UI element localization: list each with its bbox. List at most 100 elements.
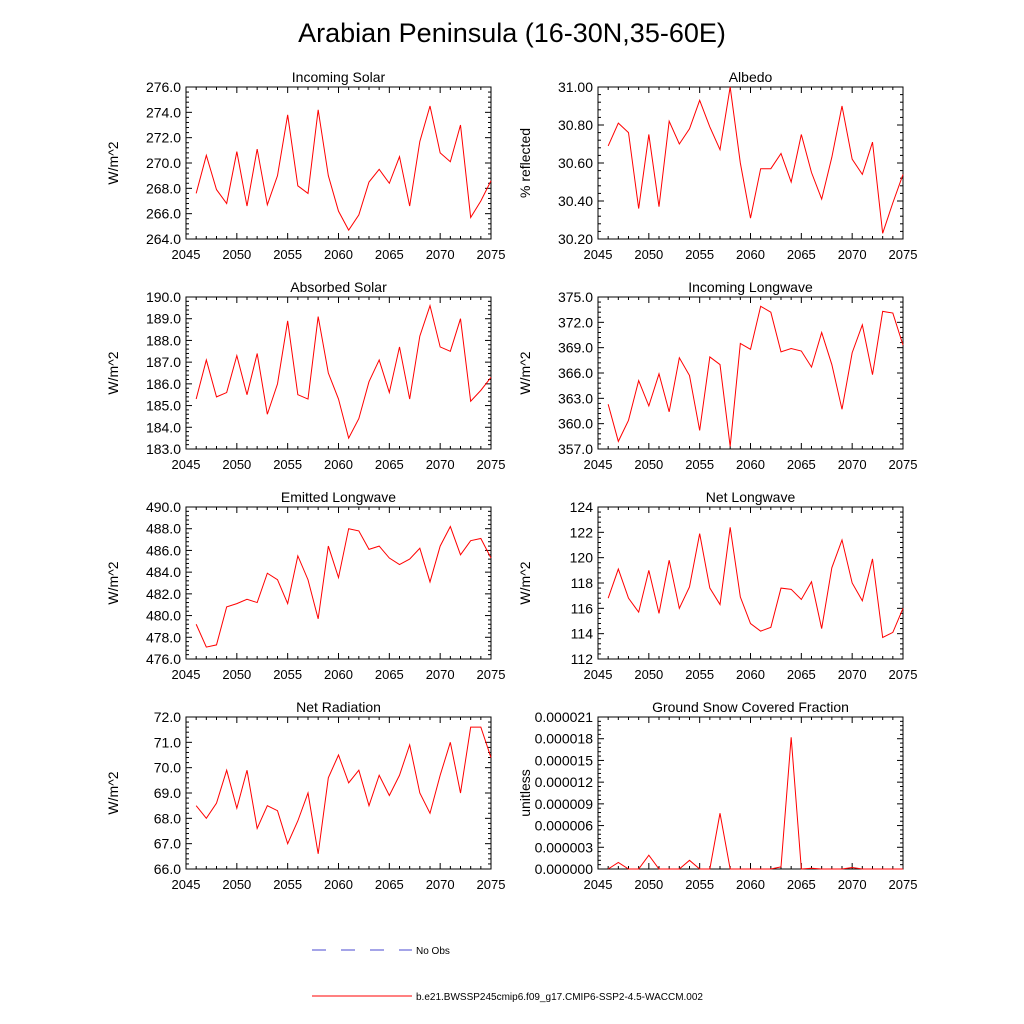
y-tick-label: 270.0 — [146, 155, 181, 171]
x-tick-label: 2060 — [736, 667, 765, 682]
series-line — [195, 525, 492, 648]
y-tick-label: 189.0 — [146, 311, 181, 327]
y-tick-label: 30.60 — [558, 155, 593, 171]
panel-title: Absorbed Solar — [290, 279, 387, 295]
series-line — [195, 303, 492, 440]
x-tick-label: 2070 — [426, 457, 455, 472]
x-tick-label: 2070 — [838, 457, 867, 472]
panel-title: Ground Snow Covered Fraction — [652, 699, 849, 715]
y-tick-label: 490.0 — [146, 499, 181, 515]
x-tick-label: 2065 — [375, 667, 404, 682]
y-tick-label: 69.0 — [154, 785, 181, 801]
x-tick-label: 2075 — [477, 247, 506, 262]
x-tick-label: 2050 — [222, 877, 251, 892]
y-tick-label: 120 — [570, 550, 594, 566]
y-tick-label: 276.0 — [146, 79, 181, 95]
y-tick-label: 266.0 — [146, 206, 181, 222]
y-axis-label: W/m^2 — [105, 351, 121, 394]
y-tick-label: 124 — [570, 499, 594, 515]
panel-title: Net Longwave — [706, 489, 796, 505]
y-tick-label: 67.0 — [154, 836, 181, 852]
y-tick-label: 187.0 — [146, 354, 181, 370]
x-tick-label: 2065 — [787, 247, 816, 262]
y-tick-label: 372.0 — [558, 314, 593, 330]
y-tick-label: 30.20 — [558, 231, 593, 247]
y-tick-label: 476.0 — [146, 651, 181, 667]
y-tick-label: 274.0 — [146, 104, 181, 120]
y-tick-label: 366.0 — [558, 365, 593, 381]
panel-frame — [597, 296, 904, 450]
y-tick-label: 71.0 — [154, 734, 181, 750]
y-tick-label: 264.0 — [146, 231, 181, 247]
x-tick-label: 2060 — [736, 877, 765, 892]
y-tick-label: 112 — [571, 651, 594, 667]
y-tick-label: 268.0 — [146, 180, 181, 196]
x-tick-label: 2070 — [838, 877, 867, 892]
x-tick-label: 2055 — [685, 667, 714, 682]
y-tick-label: 114 — [571, 626, 594, 642]
y-tick-label: 486.0 — [146, 542, 181, 558]
y-tick-label: 185.0 — [146, 398, 181, 414]
panel-net-radiation: Net Radiation W/m^2 2045 2050 2055 2060 2065 20… — [105, 699, 505, 892]
x-tick-label: 2055 — [685, 247, 714, 262]
x-tick-label: 2065 — [787, 877, 816, 892]
x-tick-label: 2070 — [426, 877, 455, 892]
x-tick-label: 2070 — [838, 667, 867, 682]
x-tick-label: 2075 — [889, 457, 918, 472]
y-tick-label: 118 — [571, 575, 594, 591]
x-tick-label: 2065 — [375, 877, 404, 892]
y-tick-label: 0.000021 — [535, 709, 594, 725]
panel-frame — [185, 716, 492, 870]
x-tick-label: 2050 — [634, 877, 663, 892]
panel-frame — [185, 506, 492, 660]
x-tick-label: 2045 — [584, 457, 613, 472]
panel-title: Incoming Longwave — [688, 279, 813, 295]
y-tick-label: 122 — [570, 524, 594, 540]
x-tick-label: 2055 — [273, 247, 302, 262]
panel-frame — [185, 86, 492, 240]
x-tick-label: 2060 — [324, 457, 353, 472]
y-tick-label: 357.0 — [558, 441, 593, 457]
x-tick-label: 2075 — [477, 667, 506, 682]
y-tick-label: 369.0 — [558, 340, 593, 356]
x-tick-label: 2050 — [634, 457, 663, 472]
y-tick-label: 72.0 — [154, 709, 181, 725]
y-tick-label: 30.80 — [558, 117, 593, 133]
y-axis-label: W/m^2 — [105, 771, 121, 814]
y-tick-label: 0.000000 — [535, 861, 594, 877]
series-line — [195, 726, 492, 854]
y-tick-label: 272.0 — [146, 130, 181, 146]
y-tick-label: 183.0 — [146, 441, 181, 457]
y-tick-label: 0.000018 — [535, 731, 594, 747]
legend-model-label: b.e21.BWSSP245cmip6.f09_g17.CMIP6-SSP2-4… — [416, 992, 703, 1003]
x-tick-label: 2045 — [584, 877, 613, 892]
y-tick-label: 482.0 — [146, 586, 181, 602]
x-tick-label: 2060 — [324, 877, 353, 892]
y-tick-label: 0.000006 — [535, 818, 594, 834]
x-tick-label: 2045 — [172, 457, 201, 472]
y-axis-label: W/m^2 — [517, 561, 533, 604]
x-tick-label: 2055 — [685, 457, 714, 472]
x-tick-label: 2070 — [838, 247, 867, 262]
y-tick-label: 31.00 — [558, 79, 593, 95]
x-tick-label: 2050 — [222, 247, 251, 262]
series-line — [607, 305, 904, 447]
panel-emitted-longwave: Emitted Longwave W/m^2 2045 2050 2055 2060 206… — [105, 489, 505, 682]
y-tick-label: 0.000012 — [535, 774, 594, 790]
x-tick-label: 2060 — [324, 247, 353, 262]
y-tick-label: 186.0 — [146, 376, 181, 392]
x-tick-label: 2070 — [426, 247, 455, 262]
y-tick-label: 478.0 — [146, 629, 181, 645]
y-tick-label: 0.000003 — [535, 839, 594, 855]
series-line — [195, 105, 492, 232]
y-tick-label: 188.0 — [146, 332, 181, 348]
series-line — [607, 737, 903, 870]
x-tick-label: 2045 — [172, 877, 201, 892]
panel-title: Incoming Solar — [292, 69, 386, 85]
panel-incoming-longwave: Incoming Longwave W/m^2 2045 2050 2055 2060 20… — [517, 279, 917, 472]
y-tick-label: 375.0 — [558, 289, 593, 305]
x-tick-label: 2060 — [736, 247, 765, 262]
x-tick-label: 2045 — [584, 247, 613, 262]
panel-absorbed-solar: Absorbed Solar W/m^2 2045 2050 2055 2060 2065 2… — [105, 279, 505, 472]
